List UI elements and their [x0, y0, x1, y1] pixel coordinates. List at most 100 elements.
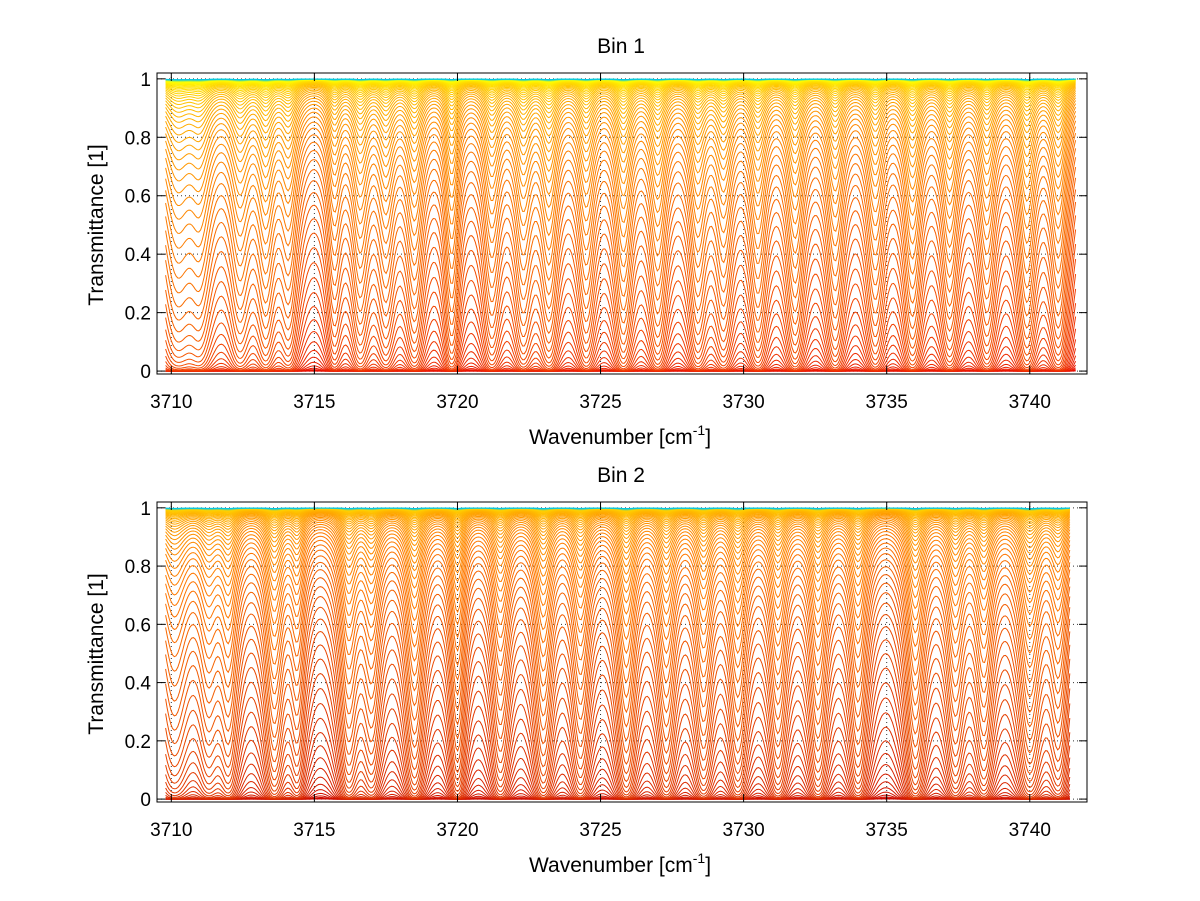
y-tick-label: 0.8 [125, 557, 151, 578]
series-line [165, 115, 1077, 234]
series-line [165, 106, 1077, 206]
series-line [165, 712, 1071, 800]
x-axis-label: Wavenumber [cm-1] [529, 422, 711, 449]
series-line [165, 97, 1077, 171]
x-tick-label: 3735 [866, 820, 908, 841]
series-line [165, 553, 1071, 684]
x-axis-label: Wavenumber [cm-1] [529, 850, 711, 877]
series-line [165, 148, 1077, 308]
series-line [165, 566, 1071, 714]
series-line [165, 259, 1077, 371]
chart-title: Bin 2 [597, 464, 645, 487]
y-tick-label: 0 [140, 362, 151, 383]
series-line [165, 92, 1076, 152]
x-tick-label: 3710 [150, 392, 192, 413]
axis-ticks: 3710 3715 3720 3725 3730 3735 3740 0 0.2 0.4 0.6 0.… [125, 499, 1087, 841]
series-line [165, 511, 1071, 529]
y-tick-label: 0.6 [125, 187, 151, 208]
series-line [165, 100, 1077, 182]
series-line [165, 244, 1077, 369]
series-line [165, 83, 1076, 105]
chart-title: Bin 1 [597, 35, 645, 58]
y-tick-label: 0.4 [125, 245, 152, 266]
series-line [165, 514, 1071, 544]
series-line [165, 515, 1071, 549]
y-axis-label: Transmittance [1] [85, 573, 108, 734]
x-tick-label: 3735 [866, 392, 908, 413]
y-tick-label: 0.6 [125, 615, 151, 636]
series-line [165, 521, 1071, 575]
series-line [165, 84, 1076, 113]
y-tick-label: 0.2 [125, 304, 151, 325]
series-line [165, 513, 1071, 540]
series-line [165, 574, 1071, 728]
series-line [165, 177, 1077, 343]
series-line [165, 288, 1077, 372]
series-line [165, 78, 1076, 81]
series-line [165, 525, 1071, 594]
x-tick-label: 3725 [579, 820, 621, 841]
x-axis-label-superscript: -1 [693, 422, 706, 438]
series-line [165, 82, 1076, 99]
y-axis-label: Transmittance [1] [85, 144, 108, 305]
x-tick-label: 3730 [722, 392, 764, 413]
series-line [165, 94, 1076, 161]
series-line [165, 229, 1077, 367]
series-line [165, 516, 1071, 554]
chart-panel-bin-1: Bin 1 3710 3715 3720 3725 3730 3735 3740 0 0.2 0.… [85, 35, 1088, 449]
series-line [165, 542, 1071, 655]
series-line [165, 726, 1071, 800]
series-line [165, 527, 1071, 604]
series-line [165, 201, 1077, 358]
y-tick-label: 1 [140, 70, 151, 91]
series-line [165, 83, 1076, 109]
series-line [165, 682, 1071, 798]
y-tick-label: 0.8 [125, 128, 151, 149]
series-line [165, 157, 1077, 321]
x-tick-label: 3720 [436, 820, 478, 841]
series-line [165, 126, 1077, 264]
series-line [165, 639, 1071, 789]
series-line [165, 167, 1077, 333]
x-tick-label: 3725 [579, 392, 621, 413]
y-tick-label: 0 [140, 790, 151, 811]
series-line [165, 653, 1071, 793]
series-line [165, 511, 1071, 532]
x-tick-label: 3730 [722, 820, 764, 841]
axes-frame [156, 72, 1088, 375]
series-line [165, 215, 1077, 363]
x-tick-label: 3710 [150, 820, 192, 841]
series-line [165, 512, 1071, 536]
series-line [165, 120, 1077, 249]
y-tick-label: 0.2 [125, 732, 151, 753]
series-line [165, 517, 1071, 561]
series-line [165, 530, 1071, 615]
x-axis-label-end: ] [705, 854, 711, 877]
series-line [165, 86, 1076, 123]
x-axis-label-main: Wavenumber [cm [529, 426, 693, 449]
series-line [165, 132, 1077, 279]
series-line [165, 87, 1076, 129]
series-line [165, 189, 1077, 352]
y-tick-label: 0.4 [125, 674, 152, 695]
series-line [165, 140, 1077, 294]
chart-panel-bin-2: Bin 2 3710 3715 3720 3725 3730 3735 3740 0 0.2 0.… [85, 464, 1088, 877]
y-tick-label: 1 [140, 499, 151, 520]
series-line [165, 89, 1076, 136]
axis-ticks: 3710 3715 3720 3725 3730 3735 3740 0 0.2 0.4 0.6 0.… [125, 70, 1087, 413]
series-line [165, 534, 1071, 628]
series-line [165, 538, 1071, 641]
x-axis-label-main: Wavenumber [cm [529, 854, 693, 877]
series-line [165, 82, 1076, 102]
series-line [165, 559, 1071, 699]
x-tick-label: 3715 [293, 392, 335, 413]
x-tick-label: 3715 [293, 820, 335, 841]
series-line [165, 103, 1077, 194]
series-line [165, 613, 1071, 775]
axes-frame [156, 501, 1088, 803]
series-line [165, 507, 1070, 510]
series-line [165, 602, 1071, 765]
series-line [165, 523, 1071, 584]
series-line [165, 85, 1076, 118]
x-tick-label: 3720 [436, 392, 478, 413]
